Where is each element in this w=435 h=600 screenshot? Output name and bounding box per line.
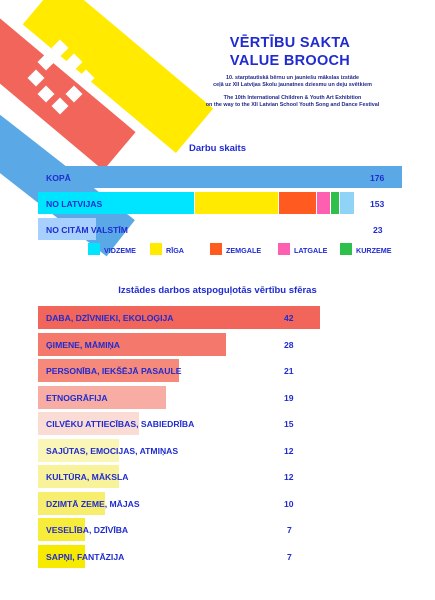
value-sphere-value: 19 xyxy=(284,393,294,403)
value-sphere-label: CILVĒKU ATTIECĪBAS, SABIEDRĪBA xyxy=(46,419,195,429)
value-sphere-bar xyxy=(38,465,119,488)
segment-latgale xyxy=(317,192,330,214)
legend-swatch-riga xyxy=(150,243,162,255)
value-sphere-bar xyxy=(38,412,139,435)
value-sphere-value: 12 xyxy=(284,472,294,482)
value-sphere-value: 7 xyxy=(287,525,292,535)
value-sphere-label: SAPŅI, FANTĀZIJA xyxy=(46,552,125,562)
legend-swatch-latgale xyxy=(278,243,290,255)
value-sphere-bar xyxy=(38,359,179,382)
value-sphere-value: 28 xyxy=(284,340,294,350)
bar-abroad xyxy=(38,218,96,240)
value-sphere-value: 15 xyxy=(284,419,294,429)
value-sphere-bar xyxy=(38,439,119,462)
page-title-lv: VĒRTĪBU SAKTA xyxy=(229,35,351,51)
value-sphere-label: ETNOGRĀFIJA xyxy=(46,393,108,403)
value-sphere-label: DZIMTĀ ZEME, MĀJAS xyxy=(46,499,140,509)
chart2-title: Izstādes darbos atspoguļotās vērtību sfē… xyxy=(118,285,317,296)
value-sphere-bar xyxy=(38,333,226,356)
value-sphere-bar xyxy=(38,545,85,568)
legend-swatch-kurzeme xyxy=(340,243,352,255)
value-sphere-value: 7 xyxy=(287,552,292,562)
value-sphere-bar xyxy=(38,386,166,409)
bar-total-label: KOPĀ xyxy=(46,173,71,183)
page-title-en: VALUE BROOCH xyxy=(229,53,351,69)
value-sphere-label: SAJŪTAS, EMOCIJAS, ATMIŅAS xyxy=(46,446,179,456)
bar-total xyxy=(38,166,402,188)
legend-swatch-zemgale xyxy=(210,243,222,255)
value-sphere-value: 21 xyxy=(284,366,294,376)
value-sphere-label: ĢIMENE, MĀMIŅA xyxy=(46,340,120,350)
bar-total-value: 176 xyxy=(370,173,385,183)
segment-vidzeme xyxy=(38,192,194,214)
legend-swatch-vidzeme xyxy=(88,243,100,255)
subtitle-lv-line2: ceļā uz XII Latvijas Skolu jaunatnes dzi… xyxy=(213,82,372,88)
segment-riga xyxy=(195,192,278,214)
value-sphere-bar xyxy=(38,306,320,329)
bar-latvia xyxy=(38,192,354,214)
value-sphere-value: 42 xyxy=(284,313,294,323)
value-sphere-label: KULTŪRA, MĀKSLA xyxy=(46,472,129,482)
segment-zemgale xyxy=(279,192,316,214)
segment-kurzeme xyxy=(331,192,339,214)
value-sphere-label: VESELĪBA, DZĪVĪBA xyxy=(46,525,129,535)
bar-latvia-value: 153 xyxy=(370,199,385,209)
value-sphere-bar xyxy=(38,518,85,541)
value-sphere-label: DABA, DZĪVNIEKI, EKOLOĢIJA xyxy=(46,313,174,323)
bar-abroad-value: 23 xyxy=(373,225,383,235)
segment-other xyxy=(340,192,354,214)
subtitle-en-line2: on the way to the XII Latvian School You… xyxy=(205,102,380,108)
legend-label-kurzeme: KURZEME xyxy=(356,246,392,255)
bar-latvia-label: NO LATVIJAS xyxy=(46,199,103,209)
bar-abroad-label: NO CITĀM VALSTĪM xyxy=(46,225,128,235)
value-sphere-value: 12 xyxy=(284,446,294,456)
subtitle-lv-line1: 10. starptautiskā bērnu un jauniešu māks… xyxy=(225,75,360,81)
value-sphere-bar xyxy=(38,492,105,515)
legend-label-latgale: LATGALE xyxy=(294,246,328,255)
value-sphere-label: PERSONĪBA, IEKŠĒJĀ PASAULE xyxy=(46,366,182,376)
chart1-title: Darbu skaits xyxy=(188,143,247,154)
legend-label-riga: RĪGA xyxy=(166,246,184,255)
value-sphere-value: 10 xyxy=(284,499,294,509)
legend-label-vidzeme: VIDZEME xyxy=(104,246,136,255)
subtitle-en-line1: The 10th International Children & Youth … xyxy=(223,95,362,101)
legend-label-zemgale: ZEMGALE xyxy=(226,246,262,255)
